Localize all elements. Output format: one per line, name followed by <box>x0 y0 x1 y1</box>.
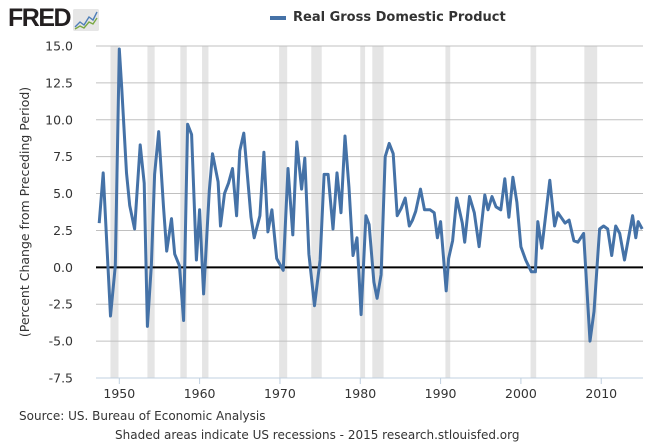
recession-band <box>202 46 209 378</box>
legend: Real Gross Domestic Product <box>270 10 506 25</box>
x-tick-label: 1960 <box>184 386 216 401</box>
recession-band <box>530 46 537 378</box>
recession-band <box>360 46 366 378</box>
logo-text: FRED <box>8 4 72 32</box>
y-tick-label: 7.5 <box>53 149 73 164</box>
legend-label: Real Gross Domestic Product <box>293 10 506 25</box>
recession-band <box>372 46 384 378</box>
y-tick-label: 12.5 <box>45 75 73 90</box>
recession-band <box>445 46 451 378</box>
y-tick-label: 0.0 <box>53 260 73 275</box>
y-tick-label: 15.0 <box>45 39 73 54</box>
y-tick-label: -7.5 <box>49 371 73 386</box>
x-tick-label: 1980 <box>344 386 376 401</box>
fred-logo[interactable]: FRED <box>8 4 100 32</box>
recession-band <box>279 46 288 378</box>
legend-swatch <box>270 15 286 20</box>
recession-band <box>147 46 155 378</box>
source-note: Source: US. Bureau of Economic Analysis <box>19 409 266 423</box>
x-tick-label: 1950 <box>103 386 135 401</box>
x-tick-label: 2010 <box>585 386 617 401</box>
y-tick-label: 10.0 <box>45 112 73 127</box>
gridlines <box>96 45 643 342</box>
series <box>97 47 644 343</box>
recession-band <box>110 46 119 378</box>
y-tick-label: 2.5 <box>53 223 73 238</box>
y-tick-label: -5.0 <box>49 334 73 349</box>
recession-bands <box>110 46 598 378</box>
y-axis-label: (Percent Change from Preceding Period) <box>17 87 32 337</box>
x-tick-label: 1990 <box>425 386 457 401</box>
y-tick-label: -2.5 <box>49 297 73 312</box>
recession-note: Shaded areas indicate US recessions - 20… <box>115 428 520 442</box>
axes: -7.5 -5.0 -2.5 0.0 2.5 5.0 7.5 10.0 12.5 15.0 1950… <box>45 39 643 401</box>
recession-band <box>180 46 187 378</box>
x-tick-label: 2000 <box>505 386 537 401</box>
series-line-real-gdp <box>97 47 644 343</box>
x-tick-label: 1970 <box>264 386 296 401</box>
y-tick-label: 5.0 <box>53 186 73 201</box>
recession-band <box>311 46 322 378</box>
chart-line-icon <box>73 9 100 31</box>
